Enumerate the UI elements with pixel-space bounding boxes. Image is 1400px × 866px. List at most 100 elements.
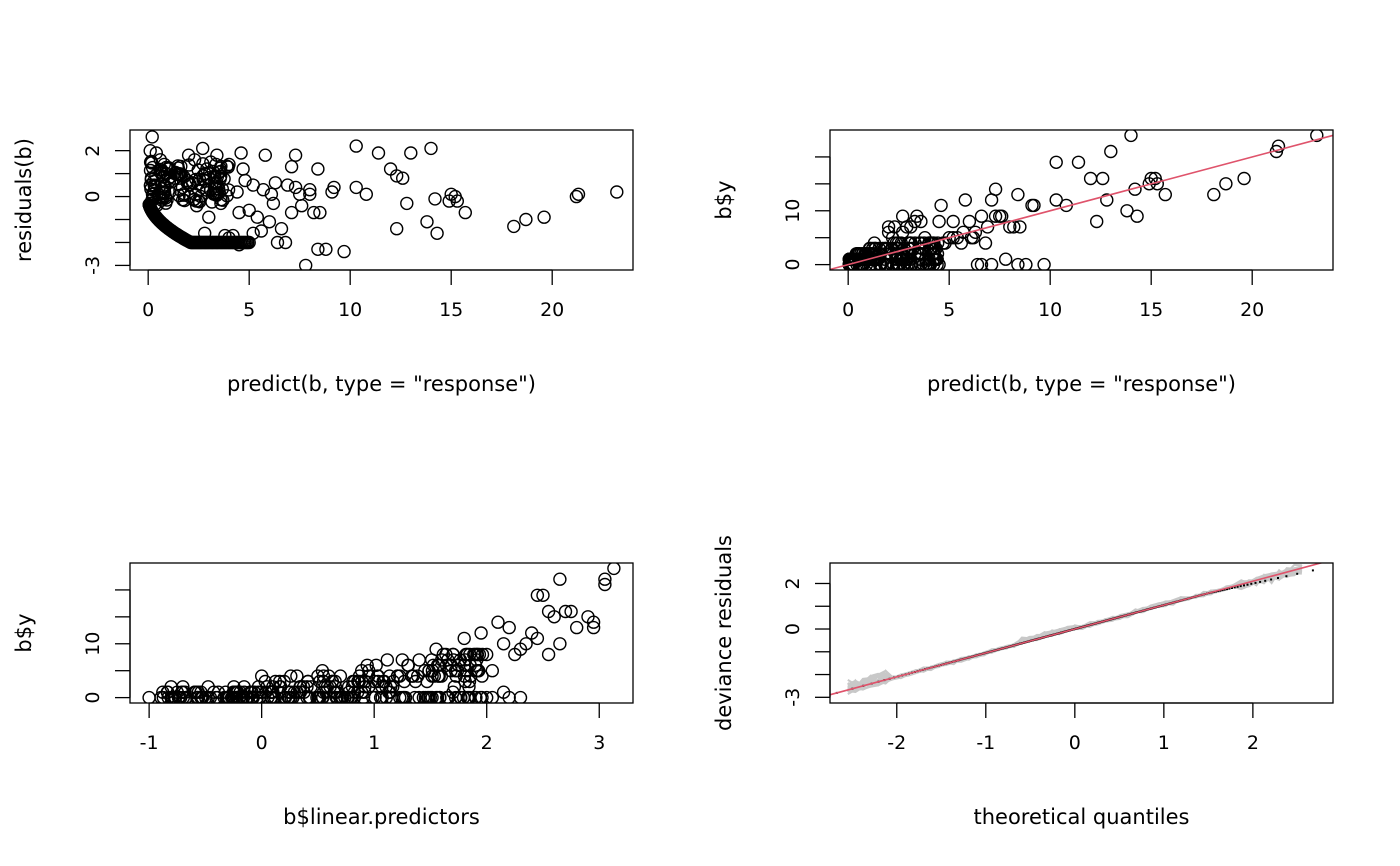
data-point [867, 236, 882, 250]
data-point [450, 194, 464, 208]
data-point [537, 210, 551, 224]
data-point [464, 669, 478, 683]
data-point [586, 615, 601, 629]
data-point [1124, 130, 1138, 143]
data-point [1089, 214, 1104, 229]
y-tick-label: 0 [82, 191, 104, 203]
data-point [586, 620, 601, 635]
data-point [463, 647, 477, 662]
data-point [936, 236, 950, 250]
data-point [1013, 220, 1027, 234]
qq-point [805, 700, 807, 702]
data-point [457, 631, 471, 646]
y-tick-label: 0 [782, 259, 804, 271]
data-point [1037, 257, 1051, 270]
data-point [447, 680, 462, 694]
data-point [176, 680, 190, 694]
qq-point [1285, 575, 1288, 578]
data-point [150, 198, 164, 212]
data-point [513, 642, 528, 656]
data-point [898, 257, 912, 270]
data-point [147, 178, 161, 192]
data-point [226, 228, 240, 243]
x-axis-label: b$linear.predictors [283, 805, 480, 829]
data-point [974, 209, 989, 223]
data-point [347, 690, 361, 703]
data-point [1071, 155, 1086, 170]
data-point [1025, 198, 1039, 213]
data-point [451, 658, 466, 672]
y-tick-label: -3 [782, 688, 804, 707]
qq-point [1270, 578, 1273, 581]
data-point [187, 153, 202, 167]
data-point [208, 169, 222, 183]
x-tick-label: 0 [142, 299, 154, 321]
data-point [446, 647, 460, 662]
data-point [242, 203, 256, 218]
data-point [316, 674, 331, 689]
data-point [1207, 187, 1221, 202]
data-point [333, 669, 348, 683]
y-axis-label: b$y [712, 180, 736, 219]
data-point [214, 196, 228, 211]
x-axis-label: predict(b, type = "response") [227, 372, 536, 396]
data-point [412, 690, 426, 703]
data-point [347, 674, 362, 689]
data-point [984, 257, 999, 270]
data-point [558, 604, 573, 619]
data-point [380, 653, 394, 667]
data-point [463, 690, 477, 703]
points-layer [142, 563, 621, 703]
y-tick-label: 10 [782, 199, 804, 223]
data-point [404, 146, 418, 160]
qq-point [1259, 580, 1262, 583]
data-point [418, 690, 433, 703]
data-point [904, 241, 918, 256]
data-point [238, 173, 252, 188]
data-point [570, 620, 584, 635]
data-point [610, 185, 624, 199]
data-point [155, 193, 169, 207]
data-point [145, 187, 160, 202]
data-point [962, 214, 977, 229]
data-point [1130, 209, 1144, 223]
data-point [258, 148, 272, 162]
x-tick-label: -1 [140, 732, 159, 754]
panel-response-vs-fitted: 0 5 10 15 20 0 10 predict(b, type = "response… [712, 129, 1334, 396]
data-point [1310, 130, 1324, 143]
data-point [401, 658, 415, 672]
data-point [1219, 177, 1233, 191]
data-point [970, 257, 985, 270]
data-point [312, 690, 326, 703]
data-point [157, 157, 172, 172]
data-point [189, 198, 204, 213]
x-tick-label: 3 [593, 732, 605, 754]
data-point [313, 205, 327, 220]
data-point [195, 141, 210, 156]
y-tick-label: 2 [782, 577, 804, 589]
data-point [274, 221, 289, 236]
data-point [143, 143, 157, 158]
data-point [431, 669, 445, 683]
data-point [571, 187, 586, 202]
x-tick-label: 2 [1247, 732, 1259, 754]
data-point [311, 242, 325, 257]
x-axis: -2 -1 0 1 2 [887, 702, 1259, 754]
x-axis: 0 5 10 15 20 [142, 269, 564, 321]
data-point [607, 563, 621, 576]
data-point [480, 690, 494, 703]
points-layer [830, 130, 1333, 270]
data-point [222, 157, 236, 172]
x-tick-label: 5 [243, 299, 255, 321]
qq-point [1264, 579, 1267, 582]
data-point [932, 214, 946, 229]
panel-response-vs-linear-predictor: -1 0 1 2 3 0 10 b$linear.predictors b$y [12, 562, 634, 829]
data-point [270, 235, 285, 250]
data-point [299, 258, 313, 270]
data-point [232, 205, 246, 220]
data-point [547, 610, 561, 624]
data-point [254, 224, 268, 238]
data-point [307, 205, 321, 220]
data-point [428, 192, 442, 206]
data-point [149, 146, 164, 160]
